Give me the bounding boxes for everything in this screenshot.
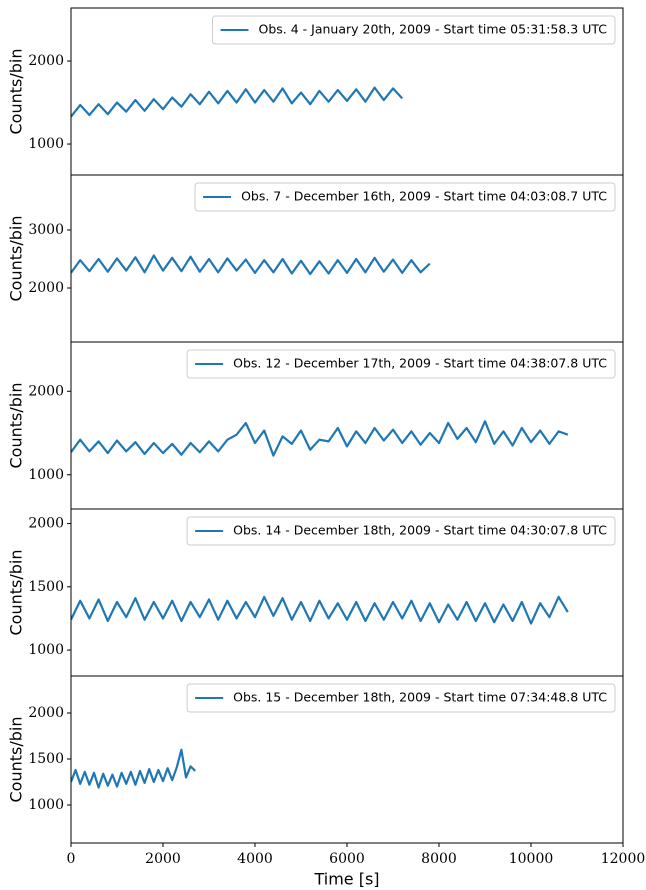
y-axis-label: Counts/bin <box>7 49 26 135</box>
legend-box <box>212 15 616 45</box>
legend-box <box>186 683 616 713</box>
panel: 1000 1500 2000 Counts/bin Obs. 14 - December… <box>7 508 624 677</box>
y-tick-label: 2000 <box>28 53 64 69</box>
legend-label: Obs. 12 - December 17th, 2009 - Start ti… <box>233 356 607 371</box>
y-tick-label: 3000 <box>28 222 64 238</box>
x-tick-label: 12000 <box>601 851 646 867</box>
x-tick-label: 4000 <box>237 851 273 867</box>
x-tick-label: 2000 <box>145 851 181 867</box>
y-tick-label: 2000 <box>28 705 64 721</box>
series-line <box>71 748 196 789</box>
y-axis-label: Counts/bin <box>7 383 26 469</box>
legend-label: Obs. 7 - December 16th, 2009 - Start tim… <box>241 189 607 204</box>
legend-label: Obs. 4 - January 20th, 2009 - Start time… <box>259 22 608 37</box>
y-tick-label: 1000 <box>28 467 64 483</box>
y-tick-label: 2000 <box>28 280 64 296</box>
series-line <box>71 595 569 625</box>
y-tick-label: 1000 <box>28 136 64 152</box>
legend: Obs. 15 - December 18th, 2009 - Start ti… <box>186 683 616 713</box>
series-line <box>71 86 404 118</box>
series-line <box>71 254 431 276</box>
y-axis-label: Counts/bin <box>7 550 26 636</box>
x-tick-label: 10000 <box>509 851 554 867</box>
legend-label: Obs. 14 - December 18th, 2009 - Start ti… <box>233 523 607 538</box>
legend: Obs. 12 - December 17th, 2009 - Start ti… <box>186 349 616 379</box>
y-axis-label: Counts/bin <box>7 717 26 803</box>
legend: Obs. 14 - December 18th, 2009 - Start ti… <box>186 516 616 546</box>
x-tick-label: 6000 <box>329 851 365 867</box>
legend: Obs. 7 - December 16th, 2009 - Start tim… <box>194 182 616 212</box>
y-tick-label: 1000 <box>28 797 64 813</box>
x-tick-label: 8000 <box>421 851 457 867</box>
y-tick-label: 1000 <box>28 642 64 658</box>
legend-box <box>186 349 616 379</box>
y-tick-label: 1500 <box>28 579 64 595</box>
y-tick-label: 2000 <box>28 516 64 532</box>
x-axis-label: Time [s] <box>313 870 379 889</box>
legend: Obs. 4 - January 20th, 2009 - Start time… <box>212 15 616 45</box>
series-line <box>71 420 569 457</box>
legend-box <box>186 516 616 546</box>
legend-label: Obs. 15 - December 18th, 2009 - Start ti… <box>233 690 607 705</box>
y-tick-label: 1500 <box>28 751 64 767</box>
legend-box <box>194 182 616 212</box>
x-tick-label: 0 <box>67 851 76 867</box>
y-tick-label: 2000 <box>28 383 64 399</box>
y-axis-label: Counts/bin <box>7 216 26 302</box>
